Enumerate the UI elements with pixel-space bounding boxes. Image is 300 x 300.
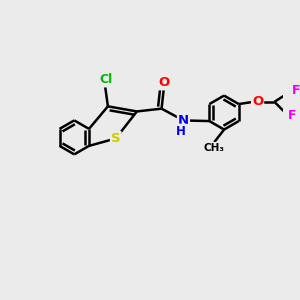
- Text: H: H: [176, 124, 186, 138]
- Text: O: O: [252, 95, 263, 108]
- Text: N: N: [178, 114, 189, 127]
- Text: Cl: Cl: [99, 74, 112, 86]
- Text: CH₃: CH₃: [204, 143, 225, 153]
- Text: O: O: [158, 76, 169, 89]
- Text: F: F: [288, 109, 297, 122]
- Text: S: S: [111, 132, 121, 145]
- Text: F: F: [292, 84, 300, 98]
